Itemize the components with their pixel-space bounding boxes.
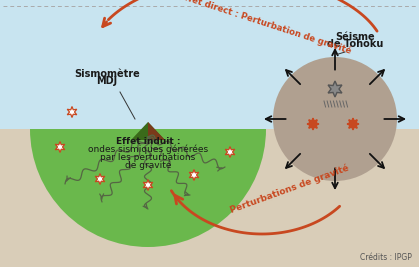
Bar: [0, 0, 419, 129]
Polygon shape: [55, 142, 65, 152]
Text: Effet induit :: Effet induit :: [116, 137, 180, 146]
Polygon shape: [189, 170, 199, 180]
Polygon shape: [225, 147, 235, 158]
Polygon shape: [95, 174, 105, 184]
Polygon shape: [67, 107, 77, 117]
Polygon shape: [131, 122, 165, 140]
Bar: [0, 129, 419, 267]
Text: par les perturbations: par les perturbations: [101, 153, 196, 162]
Polygon shape: [143, 179, 153, 190]
Polygon shape: [328, 81, 342, 97]
Text: Crédits : IPGP: Crédits : IPGP: [360, 253, 412, 262]
Text: Effet direct : Perturbation de gravité: Effet direct : Perturbation de gravité: [178, 0, 352, 55]
Text: Perturbations de gravité: Perturbations de gravité: [229, 163, 351, 215]
Text: Sismomètre: Sismomètre: [74, 69, 140, 79]
Wedge shape: [30, 129, 266, 247]
Text: ondes sismiques générées: ondes sismiques générées: [88, 145, 208, 155]
Polygon shape: [148, 122, 165, 140]
Text: de Tohoku: de Tohoku: [327, 39, 383, 49]
Text: de gravité: de gravité: [125, 161, 171, 171]
Circle shape: [273, 57, 397, 181]
Text: Séisme: Séisme: [335, 32, 375, 42]
Text: MDJ: MDJ: [96, 76, 118, 86]
